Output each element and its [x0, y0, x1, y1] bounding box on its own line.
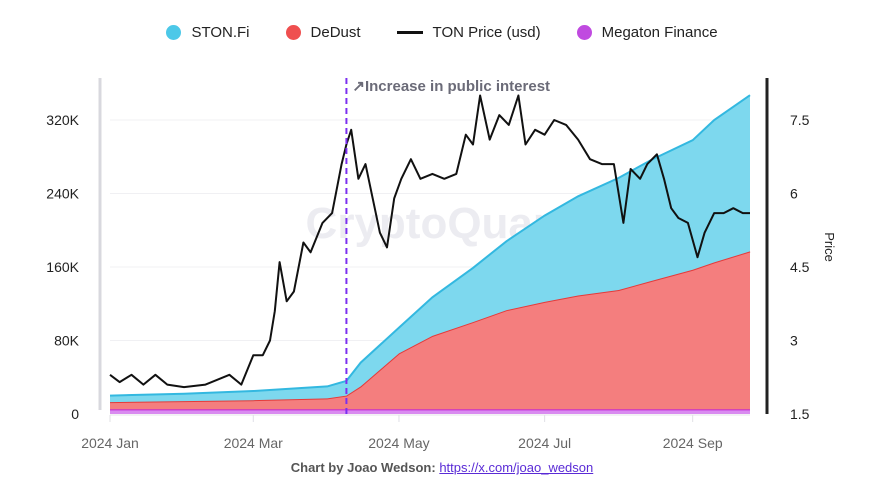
x-tick-label: 2024 May: [368, 435, 429, 451]
ton-price-line-icon: [396, 31, 423, 34]
x-tick-label: 2024 Mar: [224, 435, 283, 451]
legend-label: STON.Fi: [191, 24, 250, 41]
y-left-tick: 320K: [46, 112, 79, 128]
y-right-label: Price: [822, 232, 837, 262]
ston-fi-dot-icon: [166, 25, 182, 40]
y-left-tick: 240K: [46, 186, 79, 202]
x-tick-label: 2024 Jan: [81, 435, 139, 451]
y-left-tick: 160K: [46, 259, 79, 275]
megaton-dot-icon: [576, 25, 592, 40]
legend-label: TON Price (usd): [432, 24, 541, 41]
y-left-tick: 0: [71, 406, 79, 422]
area-dedust: [110, 251, 750, 410]
legend-label: Megaton Finance: [601, 24, 718, 41]
y-right-tick: 3: [790, 333, 798, 349]
footer: Chart by Joao Wedson: https://x.com/joao…: [0, 460, 884, 475]
legend-item-ton-price[interactable]: TON Price (usd): [396, 24, 541, 41]
legend: STON.Fi DeDust TON Price (usd) Megaton F…: [0, 24, 884, 41]
ton-price-line: [109, 94, 750, 389]
legend-item-dedust[interactable]: DeDust: [285, 24, 361, 41]
legend-item-megaton[interactable]: Megaton Finance: [576, 24, 718, 41]
footer-credit: Chart by Joao Wedson:: [290, 460, 436, 475]
y-right-tick: 1.5: [790, 406, 810, 422]
y-left-tick: 80K: [54, 333, 80, 349]
annotation-label: ↗Increase in public interest: [352, 78, 550, 95]
area-megaton-finance: [110, 409, 750, 414]
dedust-dot-icon: [285, 25, 301, 40]
x-tick-label: 2024 Sep: [663, 435, 723, 451]
y-right-tick: 4.5: [790, 259, 810, 275]
y-right-tick: 7.5: [790, 112, 810, 128]
area-edge-ston-fi: [109, 94, 751, 397]
x-tick-label: 2024 Jul: [518, 435, 571, 451]
y-right-tick: 6: [790, 186, 798, 202]
legend-item-ston-fi[interactable]: STON.Fi: [166, 24, 250, 41]
area-ston-fi: [110, 95, 750, 403]
legend-label: DeDust: [310, 24, 361, 41]
footer-link[interactable]: https://x.com/joao_wedson: [439, 460, 594, 475]
